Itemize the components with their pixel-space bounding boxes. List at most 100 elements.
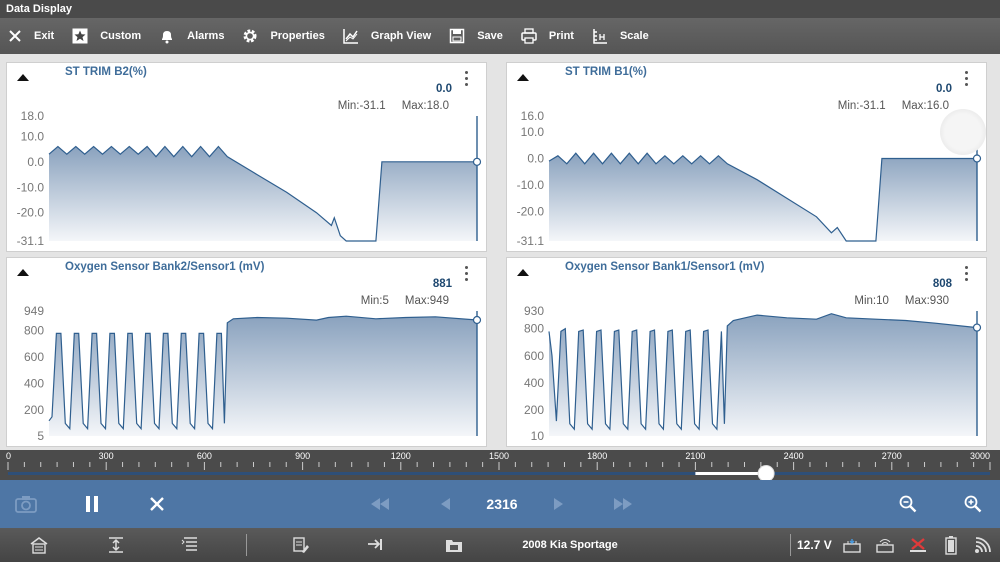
cursor-point: [972, 154, 982, 163]
battery-button[interactable]: [938, 528, 964, 562]
y-tick-label: 10.0: [521, 125, 545, 139]
y-tick-label: 10.0: [21, 129, 45, 143]
timeline-label: 900: [295, 451, 310, 461]
alarms-button[interactable]: Alarms: [159, 18, 224, 54]
more-options-icon[interactable]: [463, 266, 469, 284]
step-forward-button[interactable]: [543, 480, 573, 528]
clear-button[interactable]: [141, 480, 173, 528]
fast-forward-button[interactable]: [607, 480, 639, 528]
expand-icon: [109, 537, 123, 553]
collapse-panel-button[interactable]: [17, 74, 29, 81]
step-forward-icon: [553, 498, 563, 510]
y-tick-label: 16.0: [521, 109, 545, 123]
panel-title: Oxygen Sensor Bank2/Sensor1 (mV): [65, 261, 265, 273]
min-value: Min:-31.1: [837, 100, 886, 112]
collapse-panel-button[interactable]: [517, 269, 529, 276]
collapse-panel-button[interactable]: [17, 269, 29, 276]
o2-bank1-sensor1-panel: 930 800 600 400 200 10 Oxygen Sensor Bank1/Se…: [506, 257, 987, 447]
pause-button[interactable]: [76, 480, 108, 528]
graph-view-button[interactable]: Graph View: [343, 18, 431, 54]
y-tick-label: 0.0: [27, 155, 44, 169]
wifi-button[interactable]: [970, 528, 998, 562]
timeline-label: 1500: [489, 451, 509, 461]
y-tick-label: -31.1: [17, 234, 45, 248]
toolbar: Exit Custom Alarms Properties Graph View…: [0, 18, 1000, 54]
series-area: [549, 313, 977, 436]
y-tick-label: 800: [524, 322, 544, 336]
more-options-icon[interactable]: [463, 71, 469, 89]
timeline-label: 600: [197, 451, 212, 461]
battery-voltage: 12.7 V: [797, 538, 832, 552]
close-icon: [9, 30, 21, 42]
timeline-window: [695, 472, 767, 475]
zoom-in-button[interactable]: [957, 480, 989, 528]
divider: [790, 534, 791, 556]
home-button[interactable]: [24, 528, 54, 562]
vci-status-button[interactable]: [838, 528, 866, 562]
y-tick-label: 800: [24, 324, 44, 338]
star-icon: [72, 28, 88, 44]
cursor-point: [472, 157, 482, 166]
snapshot-button[interactable]: [10, 480, 42, 528]
exit-button[interactable]: Exit: [8, 18, 54, 54]
close-icon: [150, 497, 164, 511]
disconnected-button[interactable]: [904, 528, 932, 562]
print-button[interactable]: Print: [521, 18, 574, 54]
battery-icon: [945, 536, 957, 555]
scale-button[interactable]: Scale: [592, 18, 649, 54]
st-trim-b1-panel: 16.0 10.0 0.0 -10.0 -20.0 -31.1 ST TRIM B1(%)…: [506, 62, 987, 252]
app-title: Data Display: [0, 0, 1000, 18]
y-tick-label: 10: [531, 429, 545, 443]
timeline-handle[interactable]: [757, 465, 775, 481]
collapse-panel-button[interactable]: [517, 74, 529, 81]
current-value: 881: [432, 278, 452, 290]
series-area: [49, 146, 477, 241]
step-back-icon: [440, 498, 450, 510]
save-button[interactable]: Save: [449, 18, 503, 54]
vci-icon: [843, 539, 861, 553]
current-value: 808: [932, 278, 952, 290]
print-label: Print: [548, 30, 574, 42]
wireless-device-icon: [876, 539, 894, 553]
panel-title: ST TRIM B2(%): [65, 66, 147, 78]
timeline-label: 1200: [391, 451, 411, 461]
properties-button[interactable]: Properties: [242, 18, 325, 54]
timeline-label: 300: [99, 451, 114, 461]
max-value: Max:16.0: [901, 100, 949, 112]
scale-label: Scale: [619, 30, 649, 42]
series-line: [548, 313, 978, 431]
wifi-icon: [975, 537, 991, 553]
custom-button[interactable]: Custom: [72, 18, 141, 54]
timeline-scrubber[interactable]: 0 300 600 900 1200 1500 1800 2100 2400 2700 3000: [0, 450, 1000, 480]
folder-button[interactable]: [439, 528, 469, 562]
max-value: Max:949: [404, 295, 449, 307]
y-tick-label: 200: [24, 403, 44, 417]
timeline-label: 2700: [882, 451, 902, 461]
y-tick-label: -10.0: [517, 178, 545, 192]
zoom-out-button[interactable]: [892, 480, 924, 528]
exit-label: Exit: [34, 30, 55, 42]
timeline-track[interactable]: [8, 472, 990, 475]
current-value: 0.0: [936, 83, 952, 95]
y-tick-label: -20.0: [17, 206, 45, 220]
gear-icon: [243, 29, 257, 43]
wireless-vci-button[interactable]: [871, 528, 899, 562]
folder-icon: [446, 540, 462, 552]
data-edit-icon: [293, 537, 309, 553]
step-back-button[interactable]: [430, 480, 460, 528]
zoom-in-icon: [964, 495, 982, 513]
transfer-button[interactable]: [361, 528, 391, 562]
more-options-icon[interactable]: [963, 266, 969, 284]
transfer-icon: [368, 539, 382, 550]
expand-rows-button[interactable]: [101, 528, 131, 562]
rewind-button[interactable]: [364, 480, 396, 528]
scale-icon: [593, 29, 607, 44]
list-icon: [181, 537, 197, 551]
data-capture-button[interactable]: [286, 528, 316, 562]
more-options-icon[interactable]: [963, 71, 969, 89]
list-view-button[interactable]: [175, 528, 205, 562]
y-tick-label: 400: [524, 376, 544, 390]
o2-bank1-sensor1-graph: 930 800 600 400 200 10: [524, 304, 982, 443]
y-tick-label: 930: [524, 304, 544, 318]
timeline-label: 3000: [970, 451, 990, 461]
